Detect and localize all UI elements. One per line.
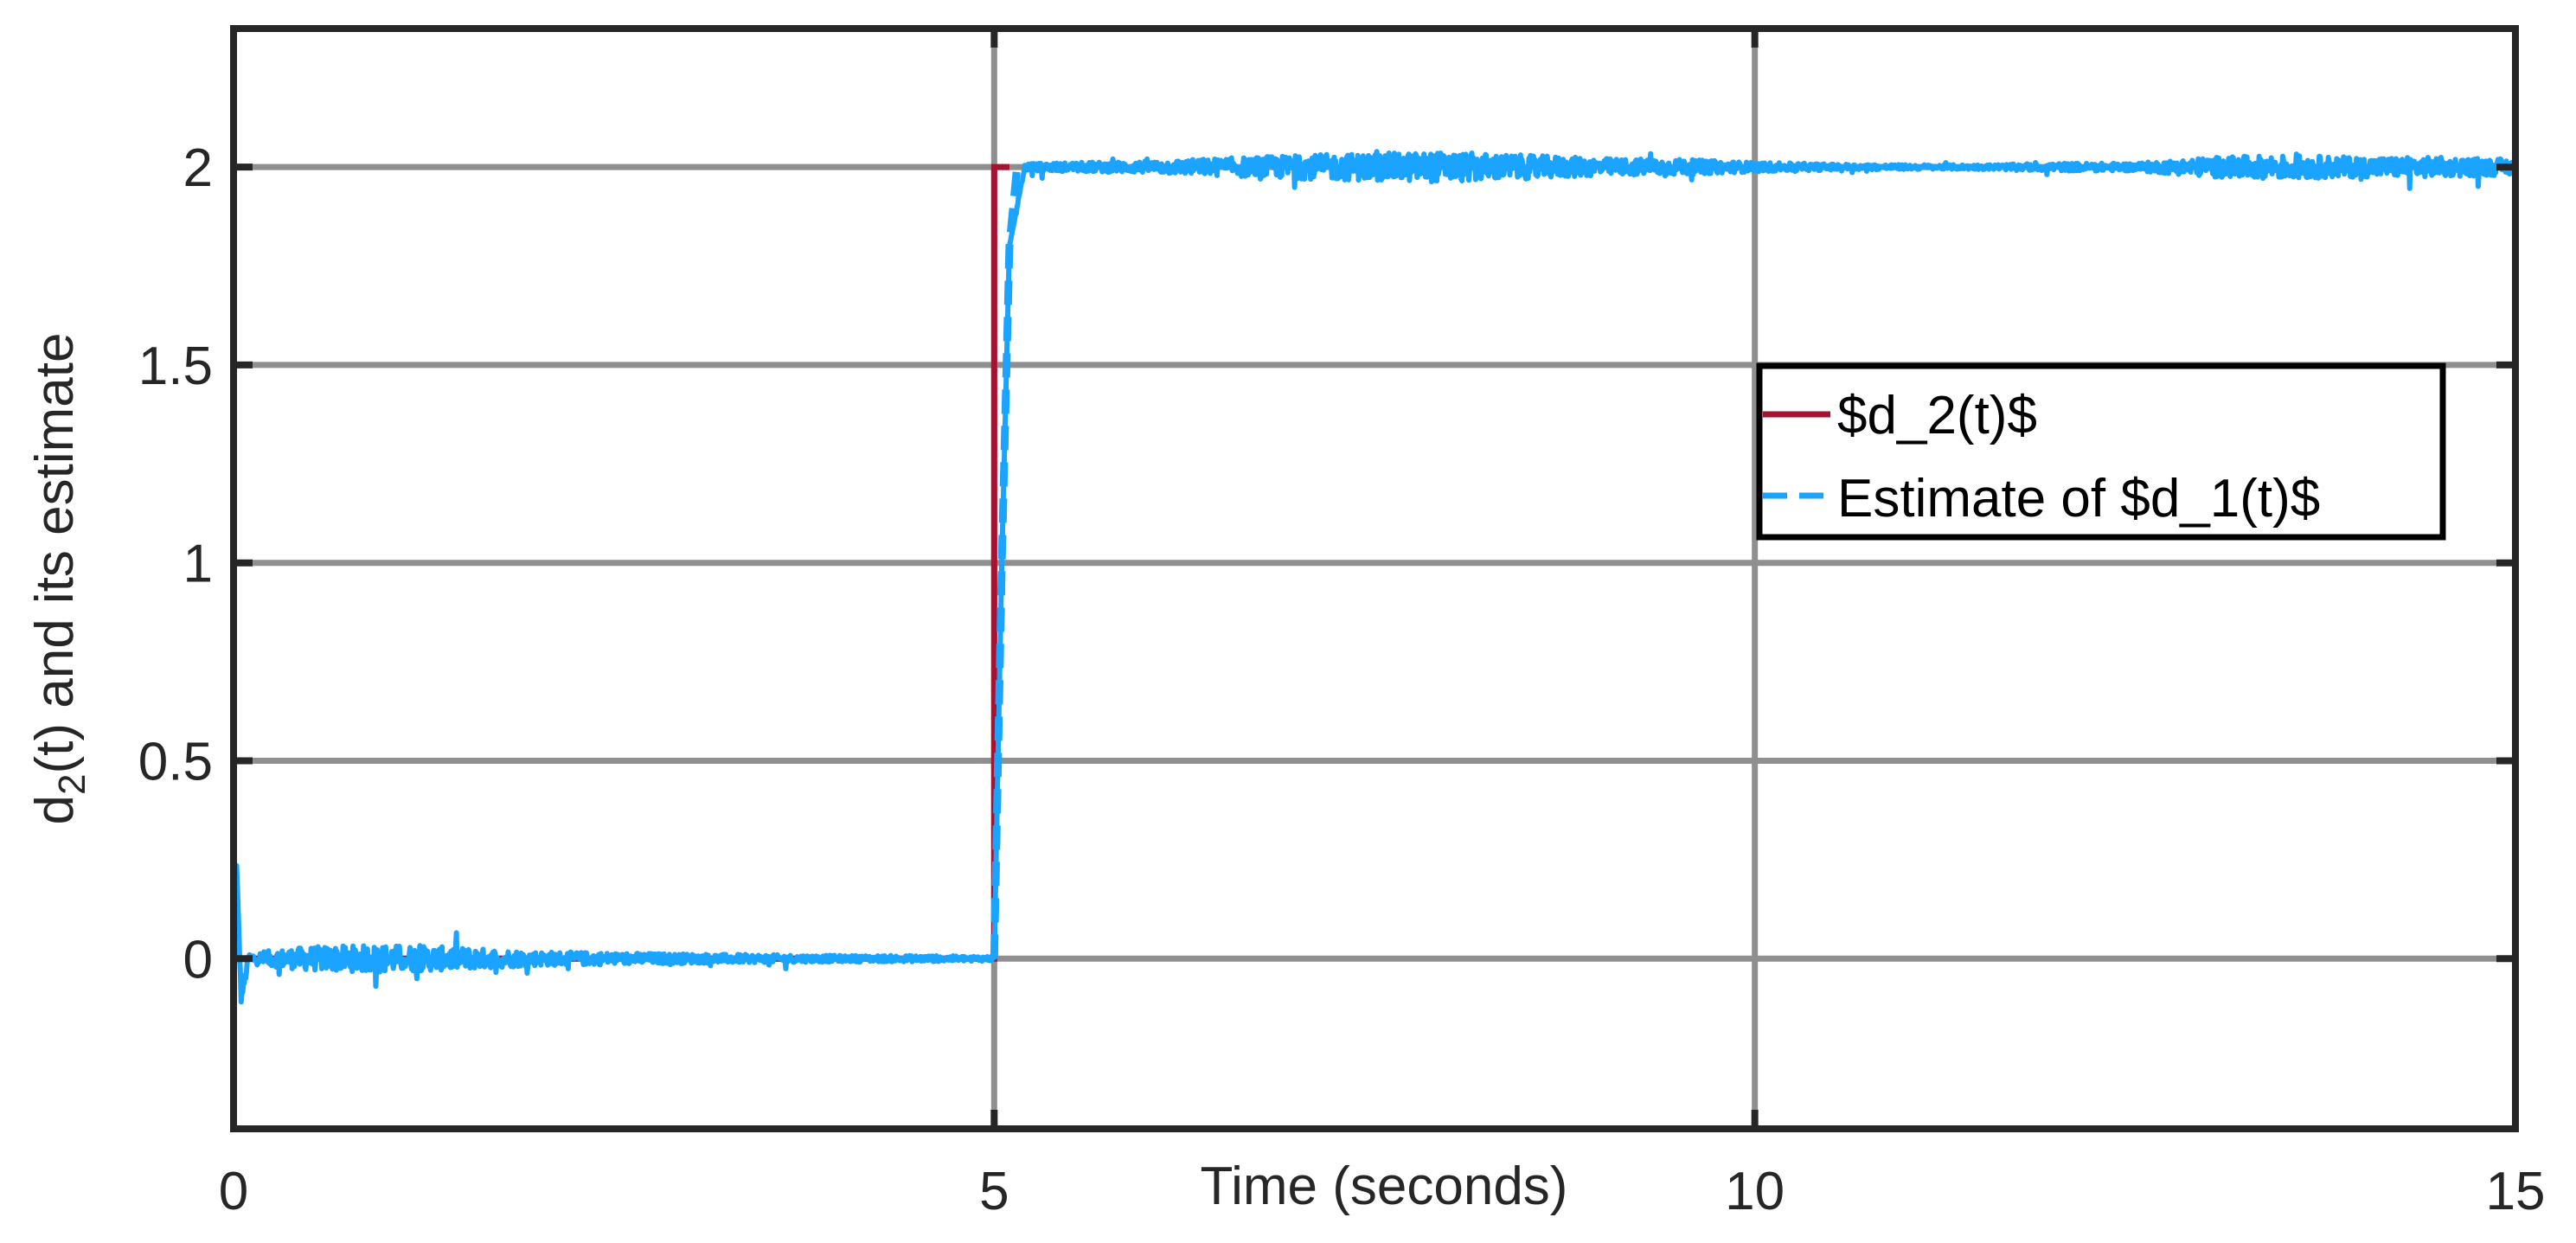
y-tick-label: 1 <box>183 535 213 594</box>
x-axis-label: Time (seconds) <box>1201 1157 1568 1216</box>
y-tick-label: 0.5 <box>138 732 213 791</box>
x-tick-label: 5 <box>979 1162 1009 1221</box>
legend-box <box>1756 362 2446 541</box>
y-axis-label-prefix: d <box>25 795 85 824</box>
y-tick-label: 1.5 <box>138 336 213 396</box>
legend: $d_2(t)$ Estimate of $d_1(t)$ <box>1756 362 2446 541</box>
series-estimate-rise <box>990 166 1022 959</box>
grid-layer <box>234 29 2515 1129</box>
y-tick-label: 2 <box>183 138 213 198</box>
x-tick-label: 10 <box>1725 1162 1785 1221</box>
tick-layer: 0 5 10 15 0 0.5 1 1.5 2 <box>138 29 2546 1221</box>
legend-entry-d2: $d_2(t)$ <box>1837 386 2037 445</box>
series-estimate-line <box>231 149 2518 1005</box>
x-tick-label: 0 <box>219 1162 248 1221</box>
legend-entry-estimate: Estimate of $d_1(t)$ <box>1837 469 2320 529</box>
x-tick-label: 15 <box>2486 1162 2546 1221</box>
y-axis-label-suffix: (t) and its estimate <box>25 333 85 774</box>
y-axis-label-subscript: 2 <box>51 774 93 795</box>
y-axis-label: d2(t) and its estimate <box>25 333 93 825</box>
y-tick-label: 0 <box>183 930 213 990</box>
series-layer <box>231 149 2518 1005</box>
axes-box <box>230 25 2519 1132</box>
